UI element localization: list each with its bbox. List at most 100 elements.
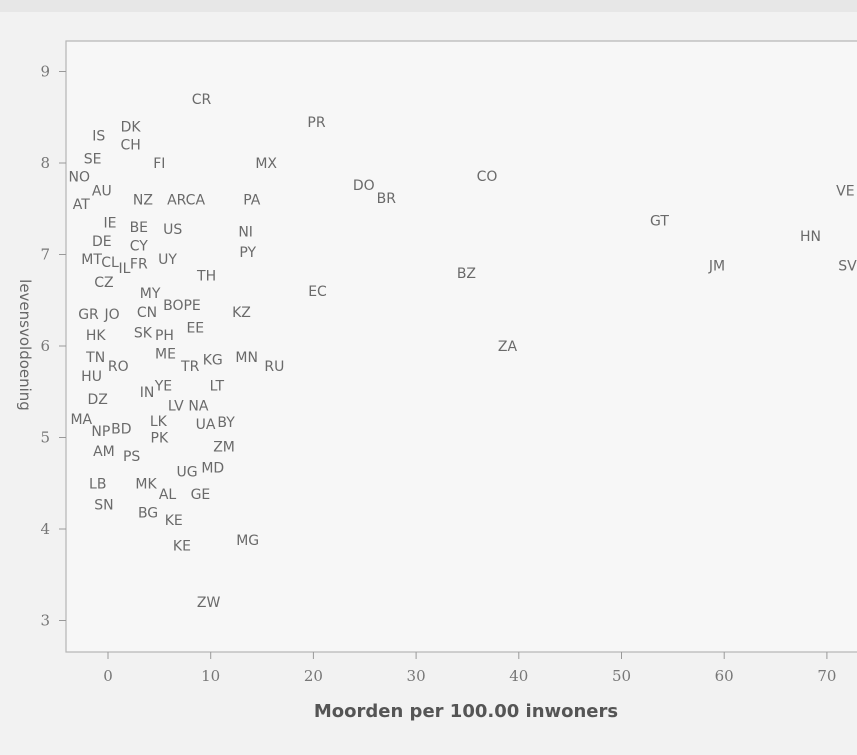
data-point-label: ZA [498,339,518,355]
data-point-label: RO [108,359,129,375]
y-tick-label: 7 [40,246,50,264]
data-point-label: DE [92,234,112,250]
data-point-label: FI [153,156,165,172]
x-axis: 0 10 20 30 40 50 60 70 [103,652,836,685]
y-tick-label: 9 [40,63,50,81]
data-point-label: EC [308,284,327,300]
data-point-label: CY [130,238,149,254]
data-point-label: ME [155,346,176,362]
data-point-label: RU [264,359,284,375]
data-point-label: NZ [133,193,153,209]
data-point-label: NO [68,170,90,186]
data-point-label: PA [243,193,261,209]
y-axis: 3 4 5 6 7 8 9 [40,63,66,630]
data-point-label: MD [201,461,224,477]
data-point-label: AU [92,183,112,199]
data-point-label: LB [89,476,106,492]
data-point-label: EE [186,321,204,337]
x-tick-label: 0 [103,667,113,685]
data-point-label: PK [151,431,169,447]
data-point-label: NP [91,424,110,440]
data-point-label: AT [73,197,90,213]
data-point-label: CR [192,92,212,108]
data-point-label: CO [477,169,498,185]
data-point-label: TN [85,350,105,366]
data-point-label: BOPE [163,298,201,314]
x-tick-label: 10 [201,667,220,685]
data-point-label: GR [78,307,99,323]
data-point-label: ZW [197,595,221,611]
data-point-label: JO [104,307,120,323]
data-point-label: KZ [232,305,251,321]
data-point-label: GT [650,214,669,230]
data-point-label: DK [121,119,142,135]
data-point-label: CN [137,305,157,321]
data-point-label: NA [188,398,208,414]
data-point-label: BE [130,220,148,236]
data-point-label: UY [158,252,177,268]
data-point-label: AL [159,487,177,503]
data-point-label: LT [210,378,225,394]
data-point-label: NI [238,225,253,241]
data-point-label: BD [111,421,131,437]
y-axis-title: levensvoldoening [16,279,34,411]
x-axis-title: Moorden per 100.00 inwoners [314,701,618,722]
data-point-label: UA [196,417,216,433]
data-point-label: MA [70,412,92,428]
data-point-label: ZM [213,440,235,456]
data-point-label: MK [135,476,157,492]
data-point-label: KG [203,353,223,369]
data-point-label: KE [173,538,191,554]
data-point-label: CH [120,138,140,154]
data-point-label: UG [177,464,198,480]
data-point-label: BG [138,506,158,522]
data-point-label: PS [123,449,140,465]
data-point-label: BY [217,415,235,431]
data-point-label: SV [838,258,857,274]
data-point-label: SE [84,151,102,167]
data-point-label: HK [86,328,107,344]
data-point-label: FR [130,257,148,273]
data-point-label: MT [81,252,102,268]
data-point-label: CL [101,255,119,271]
y-tick-label: 8 [40,154,50,172]
data-point-label: SN [94,497,113,513]
data-point-label: MY [140,286,161,302]
y-tick-label: 3 [40,612,50,630]
data-point-label: PH [155,328,174,344]
x-tick-label: 40 [509,667,528,685]
data-point-label: IS [92,129,105,145]
data-point-label: LV [168,398,184,414]
data-point-label: GE [191,487,211,503]
data-point-label: TH [196,269,216,285]
x-tick-label: 70 [817,667,836,685]
y-tick-label: 6 [40,337,50,355]
data-point-label: HN [800,229,821,245]
y-tick-label: 5 [40,429,50,447]
data-point-label: US [163,222,182,238]
data-point-label: TR [180,359,200,375]
plot-area [65,40,857,653]
x-tick-label: 60 [715,667,734,685]
data-point-label: IE [104,215,117,231]
data-point-label: BZ [457,266,476,282]
data-point-label: MG [236,533,259,549]
data-point-label: YE [154,378,172,394]
data-point-label: PY [239,245,256,261]
x-tick-label: 50 [612,667,631,685]
data-point-label: PR [307,115,325,131]
data-point-label: ARCA [167,193,205,209]
y-tick-label: 4 [40,520,50,538]
x-tick-label: 20 [304,667,323,685]
data-point-label: HU [81,369,102,385]
paper-shadow [0,0,857,12]
data-point-label: MN [235,350,258,366]
data-point-label: JM [708,258,725,274]
data-point-label: LK [150,414,168,430]
data-point-label: IN [140,385,155,401]
data-point-label: AM [93,444,115,460]
data-point-label: DO [353,178,375,194]
data-point-label: MX [255,156,277,172]
